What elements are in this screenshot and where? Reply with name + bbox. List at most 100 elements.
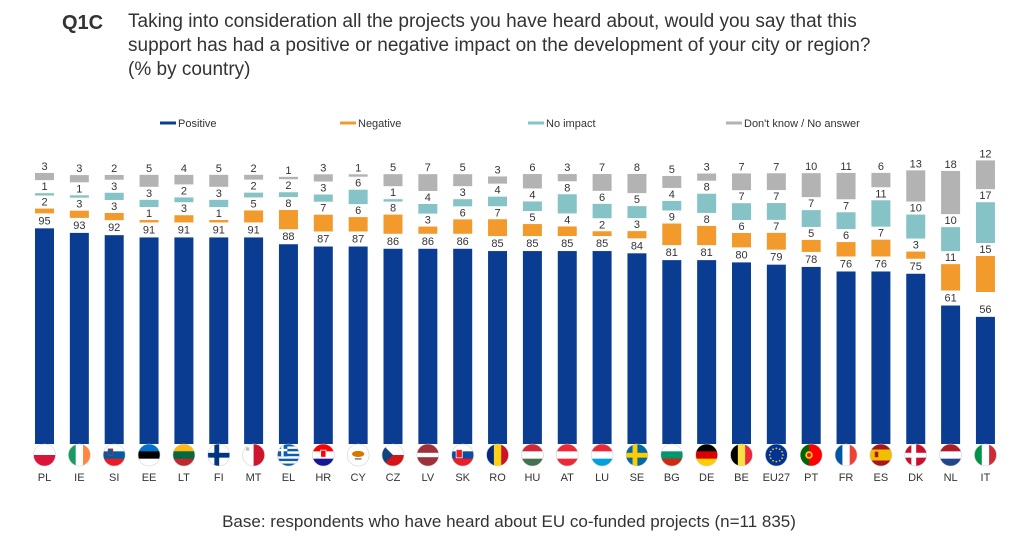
label-dont-know: 7 <box>738 161 744 173</box>
label-no-impact: 4 <box>494 185 500 197</box>
bar-positive <box>35 228 54 444</box>
flag-border <box>590 443 614 467</box>
label-negative: 2 <box>41 197 47 209</box>
label-no-impact: 8 <box>704 182 710 194</box>
bar-negative <box>35 208 54 214</box>
flag-nl-icon <box>939 444 962 466</box>
bar-no-impact <box>871 200 891 227</box>
flag-border <box>242 443 265 467</box>
label-no-impact: 2 <box>181 185 187 197</box>
label-no-impact: 3 <box>460 187 466 199</box>
country-label: CZ <box>386 472 401 484</box>
label-no-impact: 8 <box>564 182 570 194</box>
label-dont-know: 6 <box>878 161 884 173</box>
label-no-impact: 6 <box>355 178 361 190</box>
bar-positive <box>488 251 508 444</box>
bar-dont-know <box>766 173 786 191</box>
bar-no-impact <box>383 199 403 202</box>
bar-dont-know <box>139 174 159 187</box>
label-negative: 5 <box>251 198 257 210</box>
bar-positive <box>557 251 577 444</box>
bar-dont-know <box>453 174 473 187</box>
label-positive: 61 <box>944 293 956 305</box>
label-no-impact: 6 <box>599 192 605 204</box>
label-no-impact: 3 <box>146 188 152 200</box>
label-positive: 85 <box>491 238 503 250</box>
label-no-impact: 4 <box>425 192 431 204</box>
flag-lv-icon <box>416 444 439 466</box>
bar-negative <box>557 226 577 237</box>
label-no-impact: 2 <box>251 181 257 193</box>
bar-negative <box>139 220 159 223</box>
label-positive: 91 <box>213 224 225 236</box>
country-label: HU <box>524 472 540 484</box>
label-dont-know: 3 <box>704 162 710 174</box>
flag-border <box>137 443 161 467</box>
label-positive: 76 <box>875 258 887 270</box>
question-id: Q1C <box>62 12 104 34</box>
bar-dont-know <box>209 174 229 187</box>
flag-lt-icon <box>172 444 195 466</box>
label-positive: 91 <box>143 224 155 236</box>
bar-positive <box>139 237 159 444</box>
label-negative: 7 <box>320 203 326 215</box>
flag-bg-icon <box>660 444 683 466</box>
flag-border <box>904 443 928 467</box>
bar-negative <box>348 217 368 232</box>
label-dont-know: 13 <box>910 158 922 170</box>
label-dont-know: 12 <box>979 148 991 160</box>
country-label: HR <box>315 472 331 484</box>
label-dont-know: 1 <box>355 162 361 174</box>
label-no-impact: 3 <box>111 181 117 193</box>
bar-negative <box>278 210 298 230</box>
base-note: Base: respondents who have heard about E… <box>222 512 796 531</box>
label-negative: 15 <box>979 244 991 256</box>
legend-label: No impact <box>546 118 596 130</box>
country-label: PT <box>804 472 818 484</box>
bar-negative <box>592 231 612 237</box>
label-negative: 3 <box>634 219 640 231</box>
bar-positive <box>766 264 786 444</box>
label-no-impact: 4 <box>669 189 675 201</box>
flag-border <box>33 443 56 467</box>
label-positive: 92 <box>108 222 120 234</box>
flag-de-icon <box>695 444 718 466</box>
label-no-impact: 1 <box>76 183 82 195</box>
bar-negative <box>418 226 438 234</box>
bar-no-impact <box>244 192 264 198</box>
country-label: MT <box>246 472 262 484</box>
label-negative: 3 <box>913 240 919 252</box>
label-dont-know: 3 <box>564 162 570 174</box>
label-dont-know: 6 <box>529 162 535 174</box>
label-negative: 3 <box>111 201 117 213</box>
bar-dont-know <box>836 172 856 200</box>
bar-positive <box>453 248 473 444</box>
label-dont-know: 8 <box>634 162 640 174</box>
bar-negative <box>732 233 751 248</box>
label-dont-know: 3 <box>494 164 500 176</box>
bar-positive <box>906 273 926 444</box>
bar-no-impact <box>766 203 786 220</box>
bar-positive <box>871 271 891 444</box>
bar-positive <box>592 251 612 444</box>
flag-border <box>451 443 475 467</box>
label-dont-know: 10 <box>805 161 817 173</box>
flag-ie-icon <box>68 444 91 466</box>
flag-es-icon <box>869 444 892 466</box>
flag-cz-icon <box>382 444 404 466</box>
label-dont-know: 1 <box>285 165 291 177</box>
flag-border <box>311 443 335 467</box>
flag-be-icon <box>730 444 753 466</box>
bar-dont-know <box>627 173 647 194</box>
country-label: DE <box>699 472 714 484</box>
label-negative: 6 <box>355 205 361 217</box>
legend-item: Negative <box>340 118 401 130</box>
flag-border <box>381 443 405 467</box>
bar-positive <box>348 246 368 444</box>
label-negative: 6 <box>843 230 849 242</box>
label-positive: 84 <box>631 240 643 252</box>
label-positive: 76 <box>840 258 852 270</box>
label-no-impact: 7 <box>843 200 849 212</box>
bar-no-impact <box>627 206 647 219</box>
flag-border <box>68 443 91 467</box>
